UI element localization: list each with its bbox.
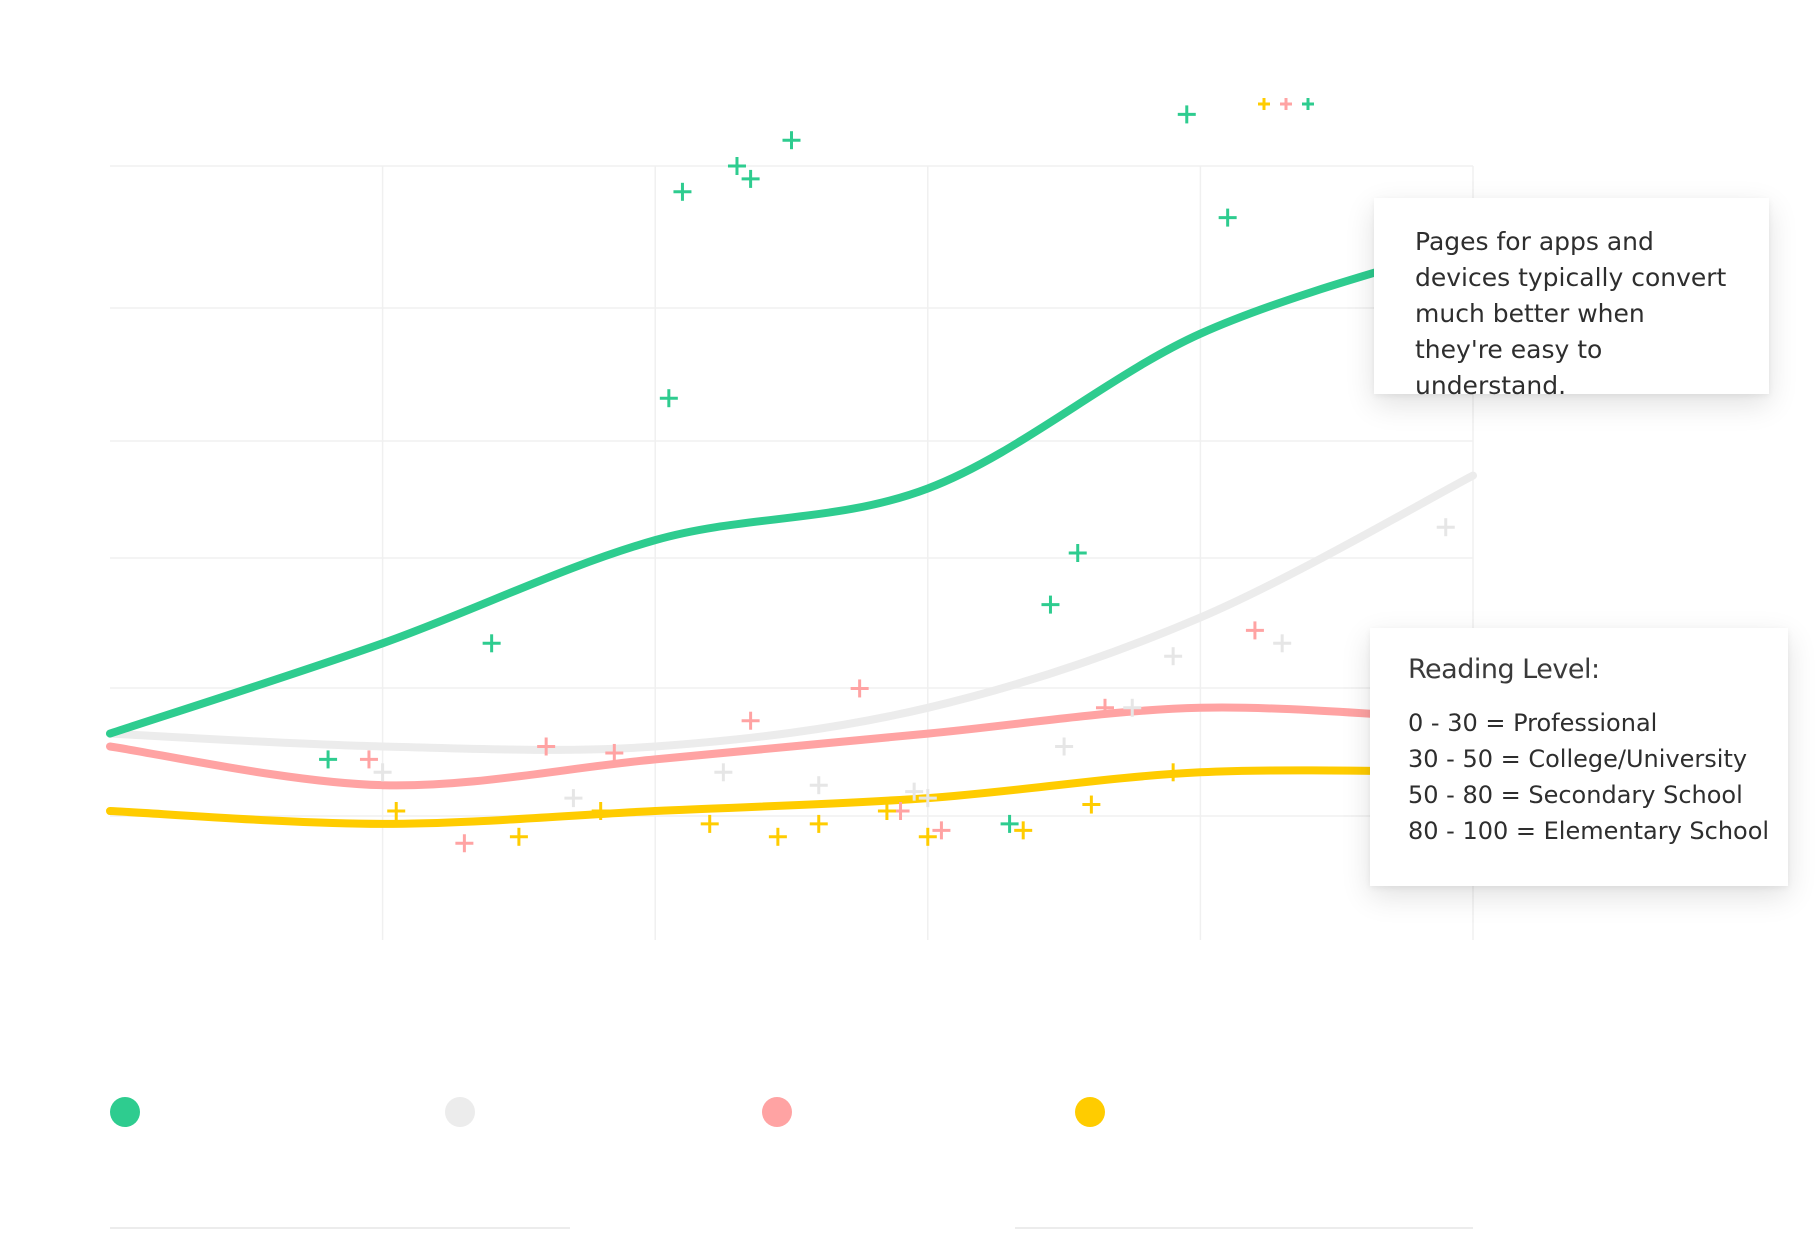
plus-marker [1245,621,1264,640]
plus-marker [319,750,338,769]
plus-marker [809,814,828,833]
plus-marker [1280,98,1292,110]
plus-marker [741,711,760,730]
plus-marker [387,802,406,820]
plus-marker [768,827,787,846]
plus-marker [1273,634,1292,653]
plus-marker [509,827,528,846]
plus-marker [1055,737,1074,756]
plus-marker [1000,814,1019,833]
series-line [106,703,1477,790]
plus-marker [482,634,501,653]
series-line [106,471,1477,754]
plus-marker [537,737,556,756]
plus-marker [1014,821,1033,840]
plus-marker [359,750,378,769]
plus-marker [700,814,719,833]
plus-marker [659,389,678,408]
series-line [106,766,1477,828]
legend-dot [110,1097,140,1127]
plus-marker [1095,698,1114,717]
chart-grid [110,165,1474,1229]
plus-marker [877,802,896,820]
plus-marker [564,789,583,808]
chart-lines [106,239,1477,828]
plus-marker [373,763,392,782]
plus-marker [1123,698,1142,717]
legend-dot [445,1097,475,1127]
legend-dot [1075,1097,1105,1127]
plus-marker [1436,518,1455,537]
chart-scatter-points [319,105,1455,853]
plus-marker [673,182,692,201]
plus-marker [1302,98,1314,110]
reading-level-title: Reading Level: [1408,654,1600,685]
plus-marker [905,782,924,801]
plus-marker [605,743,624,762]
plus-marker [1177,105,1196,124]
plus-marker [455,834,474,853]
reading-level-row: 0 - 30 = Professional [1408,709,1658,737]
reading-level-row: 30 - 50 = College/University [1408,745,1748,773]
top-markers [1258,98,1314,110]
plus-marker [1068,544,1087,562]
plus-marker [714,763,733,782]
plus-marker [932,821,951,840]
series-line [106,239,1477,738]
plus-marker [782,131,801,150]
reading-level-row: 80 - 100 = Elementary School [1408,817,1770,845]
plus-marker [741,169,760,188]
plus-marker [1164,647,1183,666]
plus-marker [1258,98,1270,110]
reading-level-card: Reading Level: 0 - 30 = Professional 30 … [1370,628,1788,886]
plus-marker [727,157,746,175]
plus-marker [1082,795,1101,814]
plus-marker [1164,763,1183,782]
callout-text: Pages for apps and devices typically con… [1415,227,1727,400]
plus-marker [591,802,610,820]
chart-legend [110,1097,1105,1127]
legend-dot [762,1097,792,1127]
plus-marker [918,789,937,808]
plus-marker [1041,595,1060,614]
plus-marker [809,776,828,795]
plus-marker [850,679,869,698]
callout-card: Pages for apps and devices typically con… [1374,198,1769,400]
plus-marker [918,827,937,846]
plus-marker [1218,208,1237,227]
reading-level-row: 50 - 80 = Secondary School [1408,781,1743,809]
